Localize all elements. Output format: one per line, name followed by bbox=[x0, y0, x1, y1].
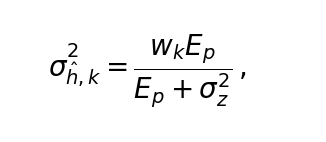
Text: $\sigma_{\hat{h},k}^{2} = \dfrac{w_k E_p}{E_p + \sigma_z^{2}}\,,$: $\sigma_{\hat{h},k}^{2} = \dfrac{w_k E_p… bbox=[48, 32, 246, 110]
